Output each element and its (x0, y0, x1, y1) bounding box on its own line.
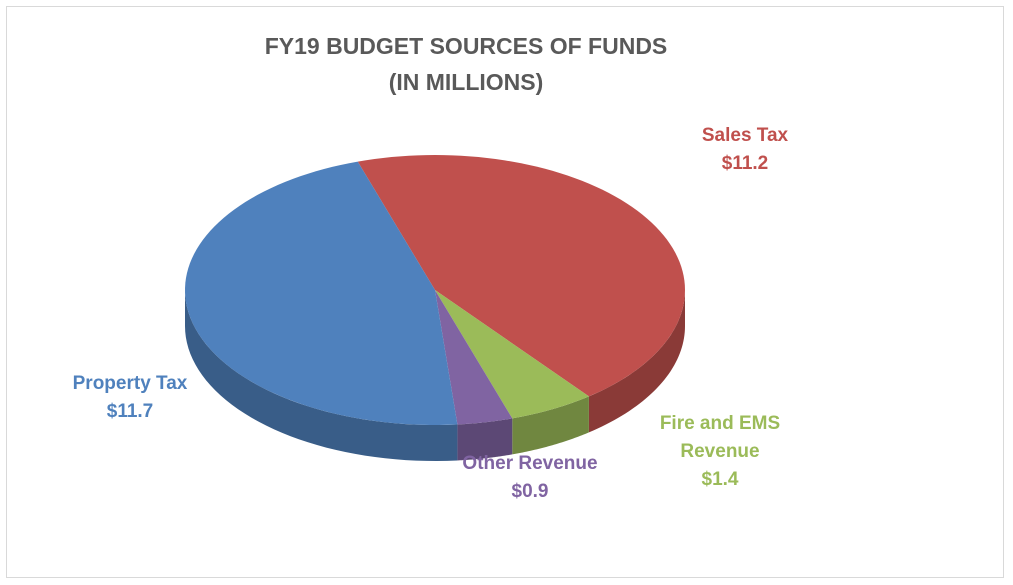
chart-title: FY19 BUDGET SOURCES OF FUNDS (IN MILLION… (264, 33, 668, 95)
pie-slice (435, 290, 513, 425)
data-label-name: Fire and EMS Revenue (659, 413, 781, 462)
data-label-value: $11.7 (106, 401, 154, 422)
pie-side (512, 396, 589, 455)
pie-side (185, 290, 458, 461)
chart-frame (6, 6, 1004, 578)
data-label-value: $0.9 (511, 481, 549, 502)
pie-side (457, 418, 513, 461)
pie-slice (435, 290, 589, 419)
data-label-name: Property Tax (72, 373, 188, 394)
data-label-name: Other Revenue (462, 453, 598, 474)
pie-side (588, 290, 685, 433)
data-label-value: $1.4 (701, 469, 739, 490)
pie-slice (357, 155, 685, 397)
data-label-name: Sales Tax (701, 125, 789, 146)
pie-slice (185, 161, 458, 425)
data-label-value: $11.2 (721, 153, 769, 174)
